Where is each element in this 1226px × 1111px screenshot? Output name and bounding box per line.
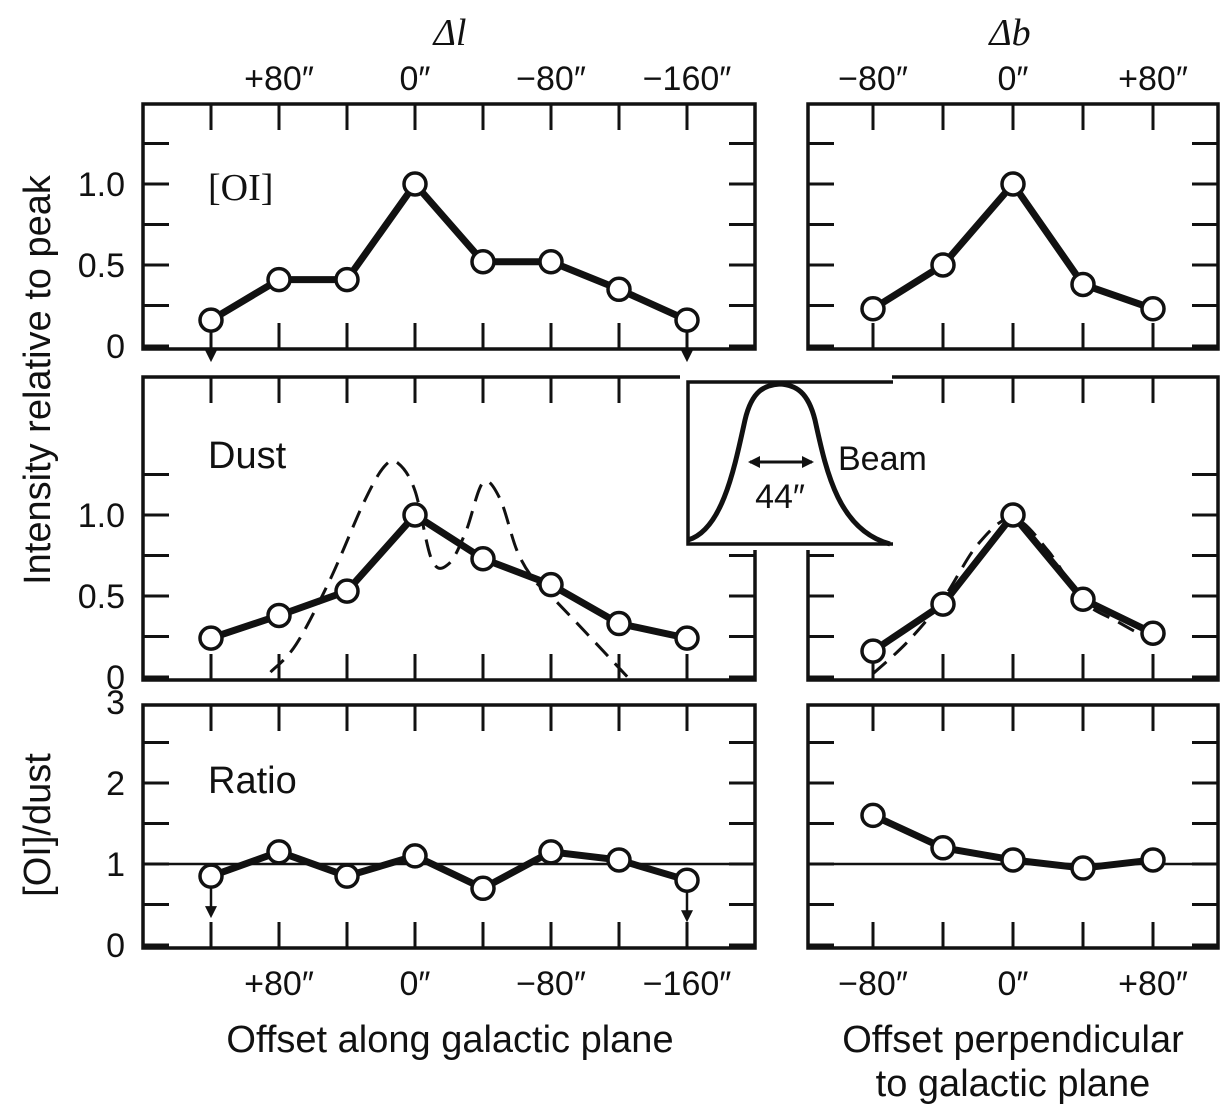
y-tick-label: 1.0 [78, 497, 125, 535]
top-tick-label: −160″ [643, 60, 732, 98]
top-tick-label: +80″ [1118, 60, 1188, 98]
bottom-tick-label: −160″ [643, 965, 732, 1003]
tick-marks [143, 104, 1218, 948]
series-line-oi-perp [869, 180, 1157, 313]
data-point-dust-perp [1070, 586, 1096, 612]
bottom-tick-label: +80″ [244, 965, 314, 1003]
bottom-tick-label: +80″ [1118, 965, 1188, 1003]
y-axis-label-intensity: Intensity relative to peak [17, 174, 59, 585]
data-point-dust-along [402, 502, 428, 528]
data-point-oi-along [198, 307, 224, 333]
data-point-ratio-perp [1140, 847, 1166, 873]
top-tick-label: −80″ [516, 60, 586, 98]
y-tick-label: 2 [106, 765, 125, 803]
y-tick-label: 0.5 [78, 578, 125, 616]
data-point-dust-perp [860, 638, 886, 664]
data-point-ratio-perp [860, 802, 886, 829]
beam-arrow-right-head [802, 456, 814, 468]
top-left-axis-label: Δl [432, 12, 467, 54]
series-line-dust-perp [869, 511, 1157, 655]
data-point-ratio-along [402, 843, 428, 869]
data-point-oi-along [606, 276, 632, 303]
data-point-ratio-along [334, 863, 360, 889]
data-point-ratio-perp [930, 835, 956, 861]
top-tick-label: −80″ [838, 60, 908, 98]
y-tick-label: 0 [106, 328, 125, 366]
data-point-dust-along [334, 578, 360, 604]
bottom-tick-label: 0″ [998, 965, 1029, 1003]
top-right-tick-labels: −80″ 0″ +80″ [838, 60, 1188, 98]
data-point-oi-along [538, 249, 564, 275]
upper-limit-arrowhead [681, 910, 693, 923]
bottom-left-tick-labels: +80″ 0″ −80″ −160″ [244, 965, 731, 1003]
beam-label: Beam [838, 440, 927, 478]
data-point-dust-along [674, 625, 700, 651]
data-point-ratio-along [266, 839, 292, 865]
beam-width-label: 44″ [755, 478, 805, 516]
top-right-axis-label: Δb [987, 12, 1030, 54]
upper-limit-arrowhead [205, 350, 217, 363]
top-tick-label: +80″ [244, 60, 314, 98]
bottom-tick-label: −80″ [516, 965, 586, 1003]
data-point-dust-along [538, 571, 564, 598]
x-axis-label-perp-line2: to galactic plane [876, 1063, 1151, 1105]
top-tick-label: 0″ [998, 60, 1029, 98]
upper-limit-arrowhead [681, 350, 693, 363]
beam-profile-curve [687, 381, 891, 547]
data-point-ratio-along [470, 875, 496, 902]
beam-inset-box [686, 380, 893, 546]
model-curve-dust-along [269, 459, 629, 679]
top-tick-label: 0″ [400, 60, 431, 98]
panel-label-ratio: Ratio [208, 760, 297, 802]
data-point-oi-perp [930, 252, 956, 278]
data-point-oi-along [402, 171, 428, 197]
y-tick-label: 0 [106, 927, 125, 965]
x-axis-label-perp-line1: Offset perpendicular [842, 1019, 1184, 1061]
bottom-right-tick-labels: −80″ 0″ +80″ [838, 965, 1188, 1003]
data-point-ratio-perp [1000, 847, 1026, 873]
beam-inset: 44″ Beam [680, 364, 927, 550]
panel-frame-oi-along [141, 102, 757, 351]
data-point-dust-perp [1000, 502, 1026, 528]
bottom-tick-label: 0″ [400, 965, 431, 1003]
data-point-oi-perp [1070, 271, 1096, 298]
y-tick-label: 0.5 [78, 247, 125, 285]
data-point-dust-along [606, 610, 632, 637]
data-point-ratio-along [674, 867, 700, 893]
data-point-dust-along [470, 545, 496, 572]
data-series [198, 171, 1166, 923]
panel-label-oi: [OI] [208, 167, 273, 209]
data-point-oi-along [334, 266, 360, 293]
data-point-dust-perp [1140, 620, 1166, 647]
y-tick-labels: 0 0.5 1.0 0 0.5 1.0 0 1 2 3 [78, 166, 125, 965]
data-point-ratio-along [198, 863, 224, 889]
y-tick-label: 0 [106, 659, 125, 697]
data-point-oi-along [674, 307, 700, 333]
data-point-dust-along [266, 602, 292, 629]
y-tick-label: 1.0 [78, 166, 125, 204]
y-tick-label: 3 [106, 684, 125, 722]
data-point-oi-along [266, 266, 292, 293]
model-curve-dust-perp [871, 516, 1154, 675]
data-point-ratio-along [538, 839, 564, 865]
beam-arrow-left-head [748, 456, 760, 468]
panel-frame-ratio-along [141, 703, 757, 950]
upper-limit-arrowhead [205, 906, 217, 919]
x-axis-label-along: Offset along galactic plane [226, 1019, 673, 1061]
data-point-oi-along [470, 249, 496, 275]
top-left-tick-labels: +80″ 0″ −80″ −160″ [244, 60, 731, 98]
panel-label-dust: Dust [208, 435, 287, 477]
data-point-ratio-along [606, 847, 632, 873]
data-point-ratio-perp [1070, 855, 1096, 881]
data-point-oi-perp [1140, 295, 1166, 322]
data-point-oi-perp [1000, 171, 1026, 197]
y-axis-label-ratio: [OI]/dust [17, 753, 59, 897]
data-point-dust-along [198, 625, 224, 651]
data-point-dust-perp [930, 591, 956, 617]
bottom-tick-label: −80″ [838, 965, 908, 1003]
y-tick-label: 1 [106, 846, 125, 884]
data-point-oi-perp [860, 295, 886, 322]
